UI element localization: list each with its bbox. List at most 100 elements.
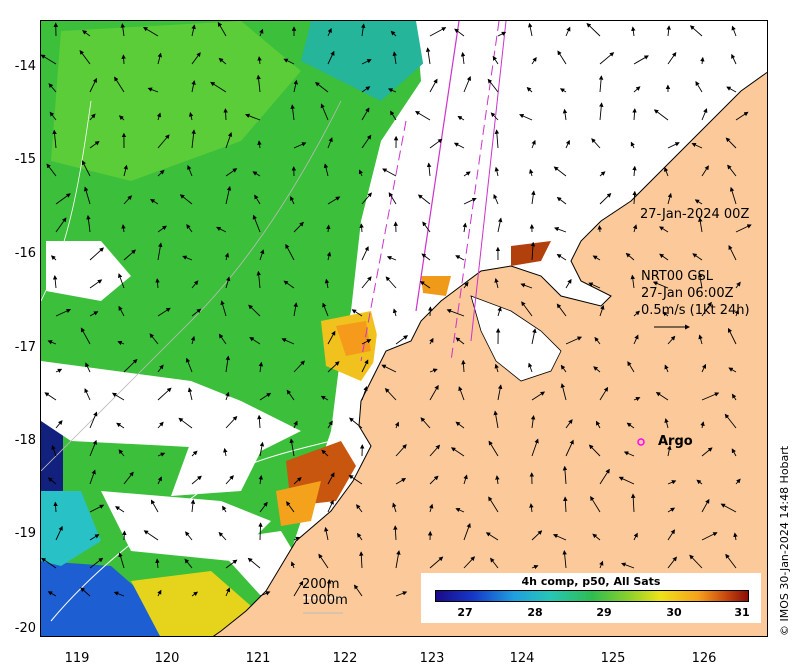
current-vector [123, 358, 138, 373]
current-vector [590, 496, 601, 513]
current-vector [490, 112, 499, 121]
current-vector [327, 50, 335, 65]
x-tick-label: 120 [154, 651, 180, 666]
current-vector [667, 51, 677, 65]
current-vector [143, 27, 159, 37]
current-vector [324, 278, 330, 289]
current-vector [463, 522, 471, 541]
current-vector [530, 241, 536, 261]
current-vector [633, 86, 641, 93]
current-vector [560, 364, 567, 373]
current-vector [156, 112, 162, 121]
current-vector [689, 25, 703, 37]
current-vector [458, 386, 465, 401]
current-vector [293, 360, 305, 373]
current-vector [55, 193, 71, 205]
current-vector [361, 86, 371, 93]
current-vector [556, 254, 567, 261]
current-vector [520, 283, 533, 289]
current-vector [286, 501, 295, 513]
current-vector [731, 25, 737, 37]
current-vector [89, 311, 99, 317]
current-vector [727, 327, 737, 345]
current-vector [453, 142, 465, 149]
current-vector [429, 78, 438, 93]
current-vector [701, 363, 707, 373]
current-vector [51, 444, 57, 457]
current-vector [121, 224, 126, 233]
current-vector [565, 278, 572, 289]
current-vector [497, 384, 503, 401]
current-vector [80, 327, 91, 345]
current-vector [392, 308, 398, 317]
isobath-contour-west [41, 100, 92, 302]
current-vector [529, 168, 534, 177]
current-vector [633, 532, 638, 541]
current-vector [623, 451, 635, 457]
current-vector [290, 195, 295, 205]
current-vector [463, 474, 468, 485]
product-label: NRT00 GSL [641, 269, 713, 284]
current-vector [327, 499, 334, 513]
current-vector [252, 171, 261, 177]
current-vector [290, 561, 296, 569]
current-vector [552, 533, 567, 541]
y-tick-label: -15 [14, 152, 36, 167]
current-vector [429, 384, 439, 401]
current-vector [361, 246, 369, 261]
current-vector [531, 328, 537, 345]
current-vector [191, 308, 202, 317]
current-vector [191, 24, 196, 37]
current-vector [117, 340, 125, 346]
current-vector [256, 74, 261, 93]
current-vector [461, 359, 466, 373]
current-vector [463, 556, 476, 569]
current-vector [390, 110, 397, 121]
current-vector [247, 557, 261, 569]
current-vector [664, 418, 669, 429]
current-vector [627, 361, 635, 373]
time-label: 27-Jan 06:00Z [641, 286, 734, 301]
colorbar-title: 4h comp, p50, All Sats [521, 575, 661, 588]
current-vector [225, 132, 233, 149]
y-tick-label: -16 [14, 246, 36, 261]
current-vector [150, 199, 159, 205]
current-vector [118, 115, 125, 121]
current-vector [115, 506, 125, 513]
current-vector [630, 274, 636, 289]
colorbar-legend: 4h comp, p50, All Sats 27 28 29 30 31 [421, 573, 761, 623]
current-vector [395, 591, 408, 597]
current-vector [248, 304, 261, 317]
current-vector [429, 503, 434, 513]
current-vector [283, 58, 295, 65]
current-vector [322, 302, 329, 317]
y-tick-label: -17 [14, 340, 36, 355]
current-vector [89, 279, 103, 289]
current-vector [632, 190, 637, 205]
current-vector [632, 108, 637, 121]
current-vector [565, 439, 574, 457]
current-vector [494, 129, 500, 149]
current-vector [700, 56, 705, 65]
current-vector [493, 193, 499, 205]
current-vector [662, 311, 669, 317]
current-vector [591, 138, 601, 149]
current-vector [698, 217, 703, 233]
current-vector [55, 525, 63, 541]
x-tick-label: 123 [419, 651, 445, 666]
current-vector [80, 587, 91, 597]
current-vector [191, 280, 199, 289]
current-vector [528, 362, 533, 373]
current-vector [257, 140, 262, 149]
current-vector [462, 222, 468, 233]
current-vector [327, 361, 340, 373]
current-vector [257, 56, 262, 65]
x-tick-label: 124 [509, 651, 535, 666]
argo-float-marker[interactable] [637, 438, 645, 446]
current-vector [217, 21, 227, 37]
current-vector [123, 471, 134, 485]
current-vector [47, 340, 57, 345]
current-vector [89, 439, 97, 457]
current-vector [348, 417, 363, 429]
current-vector [497, 306, 502, 317]
